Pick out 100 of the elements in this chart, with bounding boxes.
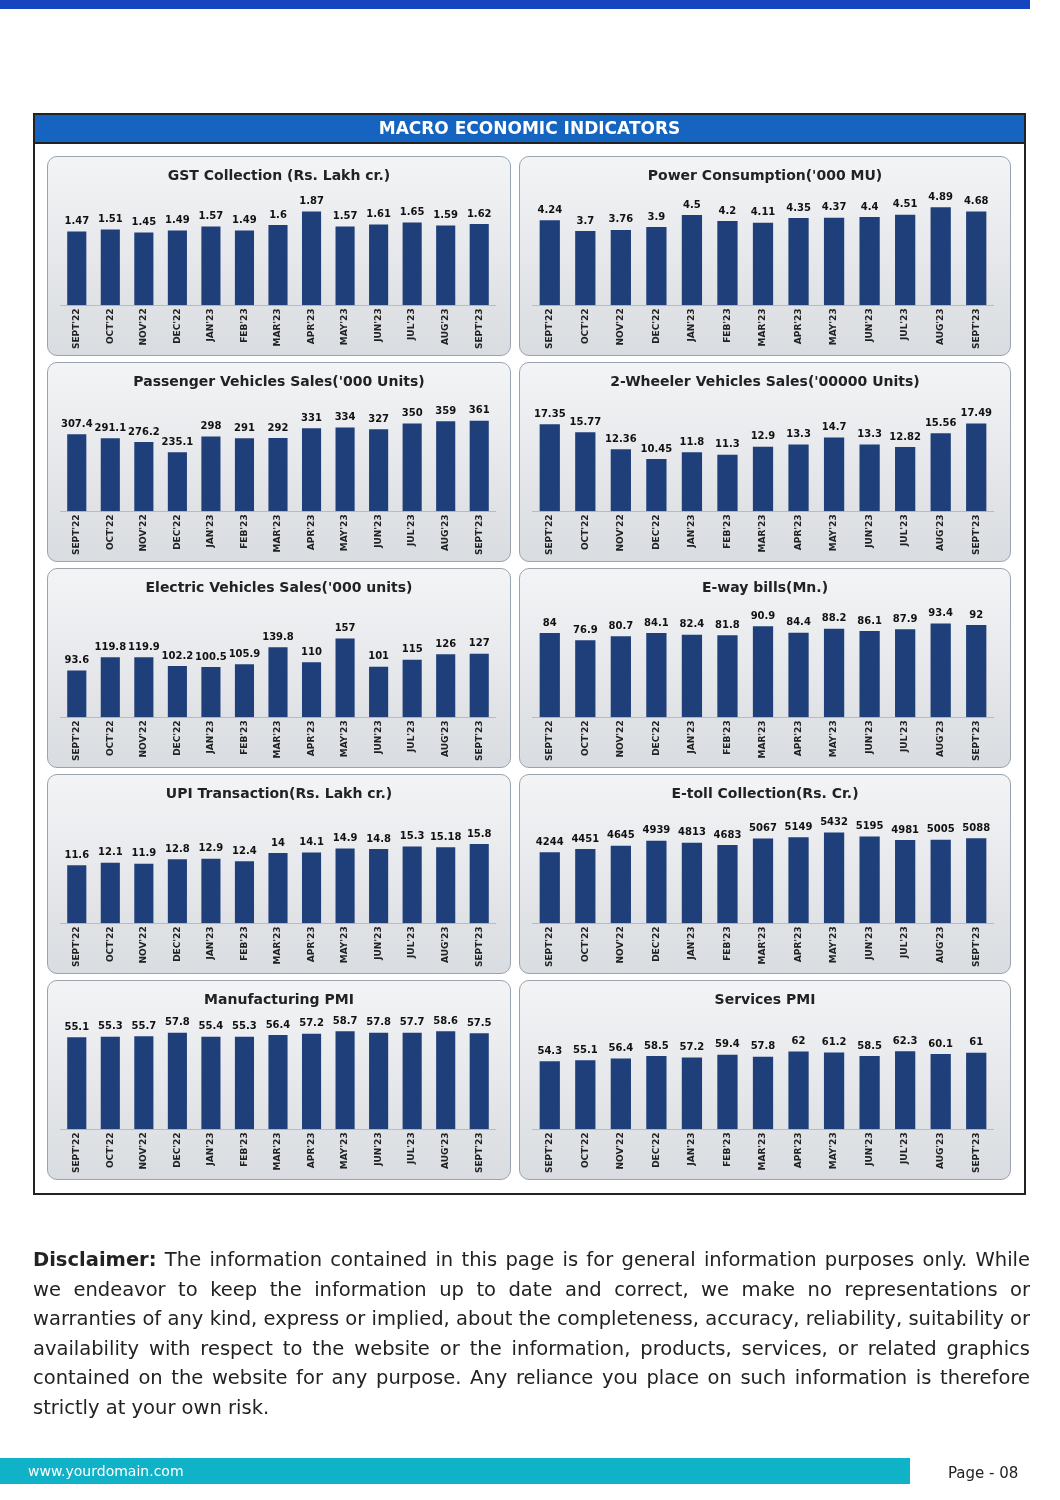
data-label: 119.9 (128, 640, 160, 652)
data-label: 15.18 (429, 830, 462, 842)
bar (67, 865, 87, 924)
x-tick-label: MAY'23 (339, 926, 350, 964)
x-tick-label: SEPT'23 (473, 926, 484, 968)
bar (752, 1056, 774, 1130)
x-tick-label: DEC'22 (650, 308, 661, 344)
x-tick-label: OCT'22 (104, 308, 115, 345)
x-tick-label: OCT'22 (579, 308, 590, 345)
bar (100, 862, 120, 924)
data-label: 359 (435, 404, 457, 416)
x-tick-label: FEB'23 (238, 308, 249, 343)
x-tick-label: MAY'23 (339, 1132, 350, 1170)
x-tick-label: AUG'23 (935, 514, 946, 552)
data-label: 1.57 (198, 210, 224, 222)
bar (930, 839, 951, 924)
bar (167, 230, 187, 306)
x-tick-label: APR'23 (305, 308, 316, 345)
bar (539, 852, 560, 924)
bar (402, 423, 422, 512)
bar (469, 224, 489, 306)
data-label: 4981 (891, 823, 920, 835)
data-label: 157 (334, 622, 356, 634)
data-label: 4939 (642, 824, 671, 836)
bar (167, 666, 187, 718)
data-label: 57.8 (366, 1016, 391, 1028)
data-label: 298 (200, 420, 222, 432)
data-label: 1.51 (97, 213, 123, 225)
bar (100, 229, 120, 306)
x-tick-label: JAN'23 (686, 720, 697, 755)
bar (469, 844, 489, 924)
data-label: 93.6 (64, 653, 90, 665)
bar (930, 433, 951, 512)
bar (646, 1055, 667, 1130)
x-tick-label: NOV'22 (615, 1132, 626, 1170)
data-label: 4451 (571, 832, 600, 844)
data-label: 58.7 (332, 1014, 358, 1026)
data-label: 1.87 (299, 195, 324, 207)
bar (167, 859, 187, 924)
data-label: 12.4 (232, 844, 257, 856)
x-tick-label: SEPT'23 (970, 308, 981, 350)
bar (436, 654, 456, 718)
data-label: 12.8 (165, 842, 190, 854)
bar (335, 226, 355, 306)
x-tick-label: MAR'23 (757, 1132, 768, 1171)
x-tick-label: DEC'22 (171, 1132, 182, 1168)
x-tick-label: OCT'22 (579, 514, 590, 551)
data-label: 126 (435, 637, 457, 649)
bar (610, 449, 631, 512)
bar (539, 633, 560, 718)
data-label: 1.47 (64, 215, 90, 227)
data-label: 361 (468, 404, 490, 416)
x-tick-label: OCT'22 (104, 720, 115, 757)
x-tick-label: NOV'22 (138, 1132, 149, 1170)
bar (966, 838, 987, 924)
data-label: 1.6 (269, 208, 287, 220)
bar (859, 836, 880, 924)
x-tick-label: MAY'23 (828, 1132, 839, 1170)
x-tick-label: APR'23 (305, 1132, 316, 1169)
data-label: 54.3 (537, 1044, 563, 1056)
data-label: 87.9 (892, 612, 918, 624)
x-tick-label: SEPT'23 (473, 720, 484, 762)
bar (895, 447, 916, 512)
x-tick-label: SEPT'22 (544, 926, 555, 968)
x-tick-label: SEPT'23 (970, 720, 981, 762)
x-tick-label: MAR'23 (757, 720, 768, 759)
x-tick-label: JUL'23 (406, 514, 417, 548)
data-label: 331 (301, 411, 323, 423)
bar (681, 452, 703, 512)
bar (575, 231, 596, 306)
x-tick-label: JUN'23 (863, 720, 874, 755)
x-tick-label: AUG'23 (440, 308, 451, 346)
x-tick-label: AUG'23 (935, 720, 946, 758)
data-label: 12.9 (750, 430, 776, 442)
x-tick-label: MAY'23 (339, 308, 350, 346)
bar (301, 852, 322, 924)
chart-title: Electric Vehicles Sales('000 units) (144, 579, 414, 597)
data-label: 57.2 (679, 1041, 705, 1053)
x-tick-label: SEPT'22 (544, 720, 555, 762)
x-tick-label: JAN'23 (205, 1132, 216, 1167)
bar (823, 437, 845, 512)
x-tick-label: MAR'23 (272, 308, 283, 347)
bar (646, 840, 667, 924)
bar (134, 863, 154, 924)
data-label: 15.8 (466, 827, 492, 839)
bar (469, 420, 489, 512)
bar (895, 1051, 916, 1130)
bar (134, 442, 154, 512)
bar (201, 436, 221, 512)
x-tick-label: MAY'23 (828, 514, 839, 552)
bar (67, 670, 87, 718)
x-tick-label: JAN'23 (205, 308, 216, 343)
bar (859, 1055, 880, 1130)
x-tick-label: OCT'22 (579, 1132, 590, 1169)
bar (752, 626, 774, 718)
bar (788, 1051, 809, 1130)
data-label: 327 (368, 412, 390, 424)
bar (717, 454, 738, 512)
x-tick-label: SEPT'22 (71, 514, 82, 556)
data-label: 56.4 (265, 1018, 291, 1030)
